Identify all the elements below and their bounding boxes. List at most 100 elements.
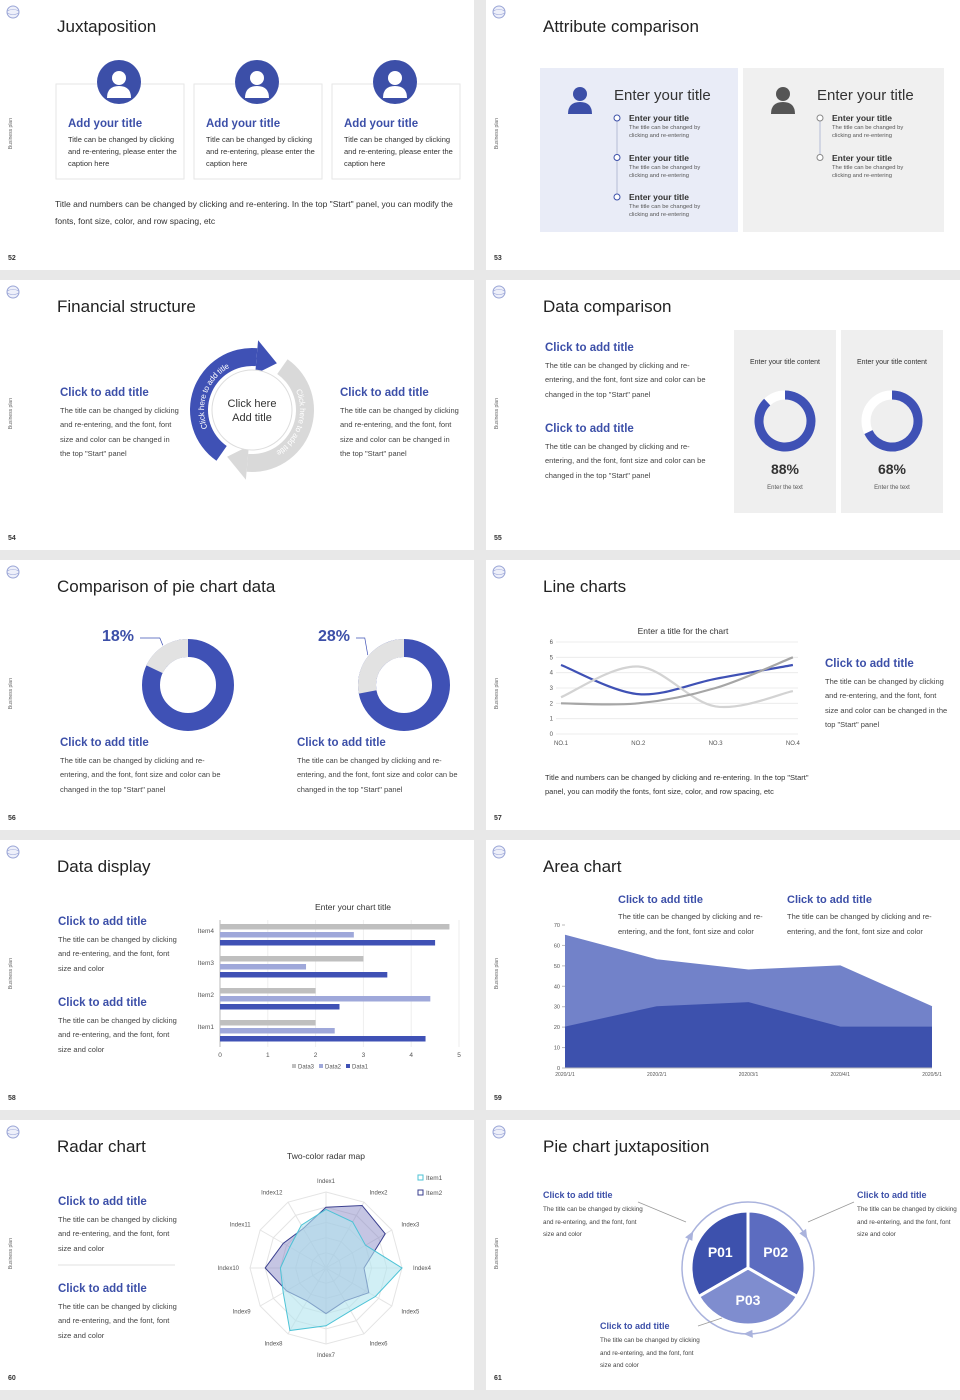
logo bbox=[6, 1129, 20, 1135]
timeline-dot bbox=[613, 114, 621, 122]
logo bbox=[492, 1125, 506, 1139]
side-label: Business plan bbox=[494, 678, 500, 710]
page-number: 57 bbox=[494, 815, 502, 822]
block-title: Click to add title bbox=[618, 894, 703, 906]
side-label: Business plan bbox=[8, 958, 14, 990]
slide-graphics: 0 10 20 30 40 50 60 70 2020/1/1 2020/2/1 2020/3/1 2… bbox=[492, 845, 942, 1078]
y-tick-label: 4 bbox=[550, 671, 554, 677]
logo bbox=[6, 285, 20, 299]
block-text: The title can be changed by clicking and… bbox=[543, 1206, 643, 1238]
x-tick-label: 0 bbox=[218, 1052, 222, 1059]
y-tick-label: 3 bbox=[550, 686, 554, 692]
item-text: The title can be changed by clicking and… bbox=[832, 125, 904, 139]
timeline-dot bbox=[816, 154, 824, 161]
block-title: Click to add title bbox=[545, 342, 634, 354]
slide-title: Pie chart juxtaposition bbox=[543, 1137, 710, 1156]
logo bbox=[492, 565, 506, 579]
donut-arc bbox=[358, 639, 405, 694]
area bbox=[564, 934, 933, 1008]
leader-line bbox=[356, 637, 369, 656]
bar bbox=[220, 1028, 335, 1034]
side-label: Business plan bbox=[8, 1238, 14, 1270]
ring-arrow bbox=[799, 1228, 808, 1240]
donut-value: 18% bbox=[101, 628, 135, 645]
block-text: The title can be changed by clicking and… bbox=[58, 934, 177, 973]
segment-label: P03 bbox=[736, 1292, 761, 1308]
bar bbox=[220, 972, 388, 978]
legend-label: Data2 bbox=[325, 1065, 342, 1071]
block-title: Click to add title bbox=[297, 737, 386, 749]
side-label: Business plan bbox=[494, 1238, 500, 1270]
icon-body bbox=[107, 86, 131, 98]
block-text: The title can be changed by clicking and… bbox=[600, 1337, 700, 1369]
logo bbox=[6, 5, 20, 19]
donut-value: 88% bbox=[770, 461, 800, 477]
icon-body bbox=[771, 102, 795, 114]
block-title: Click to add title bbox=[543, 1190, 613, 1200]
page-number: 54 bbox=[8, 535, 16, 542]
slide: 0 10 20 30 40 50 60 70 2020/1/1 2020/2/1 2020/3/1 2… bbox=[486, 840, 960, 1110]
bar bbox=[220, 956, 364, 962]
legend-swatch bbox=[417, 1174, 424, 1181]
area-fill bbox=[565, 1002, 932, 1068]
legend-label: Data3 bbox=[298, 1065, 315, 1071]
segment-label: P01 bbox=[708, 1244, 733, 1260]
slide-title: Comparison of pie chart data bbox=[57, 577, 276, 596]
leader-line bbox=[807, 1201, 855, 1223]
slide: 0 1 2 3 4 5 Item1 Item2 Item3 Item4 Data3 Data2 Data… bbox=[0, 840, 474, 1110]
slide-title: Attribute comparison bbox=[543, 17, 699, 36]
logo bbox=[6, 845, 20, 859]
slide-graphics bbox=[492, 285, 943, 513]
pie-segment bbox=[696, 1266, 800, 1327]
logo bbox=[492, 285, 506, 299]
logo bbox=[492, 5, 506, 19]
y-tick-label: Item3 bbox=[198, 960, 215, 967]
logo bbox=[6, 569, 20, 575]
icon-head bbox=[112, 71, 126, 85]
slide-title: Line charts bbox=[543, 577, 627, 596]
panel bbox=[841, 330, 943, 513]
donut-title: Enter your title content bbox=[856, 359, 928, 366]
donut-caption: Enter the text bbox=[767, 485, 803, 491]
item-text: The title can be changed by clicking and… bbox=[629, 204, 701, 218]
logo bbox=[492, 289, 506, 295]
leader-line bbox=[697, 1317, 723, 1327]
slide-title: Data comparison bbox=[543, 297, 672, 316]
note: Title and numbers can be changed by clic… bbox=[55, 199, 453, 226]
item-text: The title can be changed by clicking and… bbox=[832, 164, 904, 179]
slide-graphics bbox=[6, 5, 461, 180]
inner-circle bbox=[211, 369, 293, 451]
icon-head bbox=[388, 71, 402, 85]
x-tick-label: NO.4 bbox=[786, 741, 801, 747]
item-title: Enter your title bbox=[832, 152, 892, 163]
card-title: Add your title bbox=[344, 118, 419, 130]
x-tick-label: 2020/2/1 bbox=[647, 1072, 667, 1078]
x-tick-label: 2020/4/1 bbox=[831, 1072, 851, 1078]
logo bbox=[6, 849, 20, 855]
page-number: 59 bbox=[494, 1095, 502, 1102]
legend-label: Item2 bbox=[426, 1190, 443, 1197]
slide-graphics: P01 P02 P03 bbox=[492, 1125, 855, 1338]
x-tick-label: 3 bbox=[362, 1052, 366, 1059]
x-tick-label: NO.1 bbox=[554, 741, 569, 747]
donut-caption: Enter the text bbox=[874, 485, 910, 491]
block-text: The title can be changed by clicking and… bbox=[58, 1301, 177, 1340]
arrow-band bbox=[246, 359, 314, 472]
y-tick-label: 5 bbox=[550, 655, 554, 661]
slide-graphics bbox=[492, 5, 944, 232]
block-text: The title can be changed by clicking and… bbox=[857, 1206, 957, 1238]
panel bbox=[734, 330, 836, 513]
bar bbox=[220, 924, 450, 930]
ring-arrow bbox=[743, 1329, 753, 1338]
block-text: The title can be changed by clicking and… bbox=[825, 676, 948, 730]
block-text: The title can be changed by clicking and… bbox=[60, 405, 179, 459]
line bbox=[560, 656, 794, 706]
timeline-dot bbox=[613, 154, 621, 161]
block-text: The title can be changed by clicking and… bbox=[545, 360, 706, 399]
radar-area bbox=[279, 1208, 403, 1332]
x-tick-label: 2020/5/1 bbox=[922, 1072, 942, 1078]
y-tick-label: Item1 bbox=[198, 1024, 215, 1031]
timeline-dot bbox=[816, 114, 824, 122]
panel-title: Enter your title bbox=[614, 87, 711, 104]
slide-title: Financial structure bbox=[57, 297, 196, 316]
